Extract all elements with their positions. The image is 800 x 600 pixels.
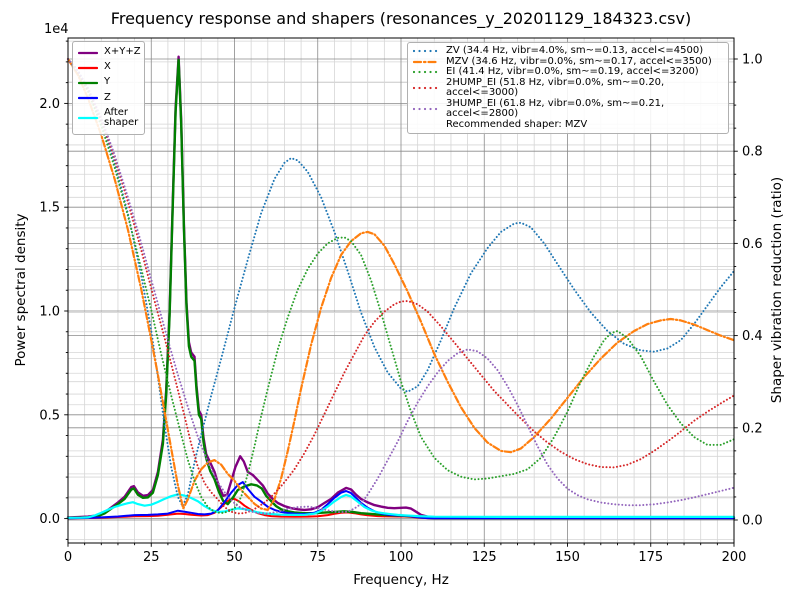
legend-item-label: ZV (34.4 Hz, vibr=4.0%, sm~=0.13, accel<…: [446, 45, 704, 56]
x-tick-label: 25: [143, 550, 160, 565]
legend-item-label: MZV (34.6 Hz, vibr=0.0%, sm~=0.17, accel…: [446, 55, 712, 67]
legend-item-label: 3HUMP_EI (61.8 Hz, vibr=0.0%, sm~=0.21, …: [446, 97, 665, 119]
y-left-tick-label: 0.5: [39, 408, 60, 423]
legend-swatch-dotted: [413, 71, 439, 74]
legend-swatch-dotted: [413, 50, 439, 53]
legend-item: X+Y+Z: [78, 46, 141, 58]
series-ei: [67, 58, 735, 515]
x-tick-label: 100: [389, 550, 414, 565]
legend-swatch-solid: [78, 51, 98, 54]
legend-item-label: EI (41.4 Hz, vibr=0.0%, sm~=0.19, accel<…: [446, 66, 699, 77]
legend-swatch-dotted: [413, 86, 439, 90]
series-after-shaper: [66, 493, 736, 519]
x-axis-label: Frequency, Hz: [353, 572, 449, 588]
legend-item: ZV (34.4 Hz, vibr=4.0%, sm~=0.13, accel<…: [413, 45, 723, 57]
y-axis-offset-text: 1e4: [44, 22, 69, 37]
axes: [64, 37, 738, 547]
legend-item: EI (41.4 Hz, vibr=0.0%, sm~=0.19, accel<…: [413, 66, 723, 78]
y-right-tick-label: 0.8: [742, 145, 763, 160]
tick-labels: 0 25 50 75 100 125 150 175 200 0.0 0.5 1.0 1.5 2.0 0.0…: [39, 53, 762, 566]
series-x-y-z: [66, 55, 736, 519]
y-right-tick-label: 0.4: [742, 329, 763, 344]
legend-swatch-solid: [78, 96, 98, 99]
y-left-tick-label: 1.0: [39, 305, 60, 320]
x-tick-label: 175: [638, 550, 663, 565]
legend-item-label: X: [104, 61, 111, 73]
legend-item: 2HUMP_EI (51.8 Hz, vibr=0.0%, sm~=0.20, …: [413, 76, 723, 99]
series-mzv: [66, 57, 736, 511]
y-right-tick-label: 0.2: [742, 421, 763, 436]
legend-swatch-dotted: [413, 107, 439, 111]
legend-item: X: [78, 62, 139, 73]
series-2hump-ei: [67, 58, 735, 515]
x-tick-label: 0: [64, 550, 72, 565]
series-y: [66, 58, 736, 520]
x-tick-label: 150: [555, 550, 580, 565]
legend-item: Z: [78, 91, 139, 104]
legend-item: 3HUMP_EI (61.8 Hz, vibr=0.0%, sm~=0.21, …: [413, 97, 723, 120]
legend-swatch-solid: [78, 81, 98, 84]
legend-item-label: X+Y+Z: [104, 46, 141, 58]
series-zv: [67, 58, 735, 508]
legend-item-label: After shaper: [104, 106, 139, 129]
legend-swatch-dashdot: [413, 60, 439, 63]
minor-gridlines: [68, 38, 734, 543]
x-tick-label: 125: [472, 550, 497, 565]
y-axis-label-left: Power spectral density: [13, 213, 29, 366]
legend-item-label: 2HUMP_EI (51.8 Hz, vibr=0.0%, sm~=0.20, …: [446, 76, 665, 98]
curves: [66, 55, 736, 520]
legend-item-label: Y: [104, 76, 111, 88]
legend-item: After shaper: [78, 106, 139, 129]
y-right-tick-label: 0.0: [742, 514, 763, 529]
legend-item: MZV (34.6 Hz, vibr=0.0%, sm~=0.17, accel…: [413, 55, 723, 68]
x-tick-label: 75: [309, 550, 326, 565]
legend-psd: X+Y+Z X Y Z After shaper: [72, 41, 145, 135]
y-right-tick-label: 0.6: [742, 237, 763, 252]
legend-swatch-solid: [78, 66, 98, 69]
legend-recommended-shaper: Recommended shaper: MZV: [446, 118, 588, 130]
legend-swatch-solid: [78, 117, 98, 120]
x-tick-label: 200: [722, 550, 747, 565]
x-tick-label: 50: [226, 550, 243, 565]
legend-item-label: Z: [104, 91, 111, 103]
y-right-tick-label: 1.0: [742, 53, 763, 68]
chart-title: Frequency response and shapers (resonanc…: [111, 9, 691, 29]
legend-item: Y: [78, 77, 139, 88]
y-axis-label-right: Shaper vibration reduction (ratio): [769, 177, 785, 403]
y-left-tick-label: 2.0: [39, 97, 60, 112]
legend-shapers: ZV (34.4 Hz, vibr=4.0%, sm~=0.13, accel<…: [407, 42, 729, 134]
y-left-tick-label: 0.0: [39, 512, 60, 527]
y-left-tick-label: 1.5: [39, 201, 60, 216]
